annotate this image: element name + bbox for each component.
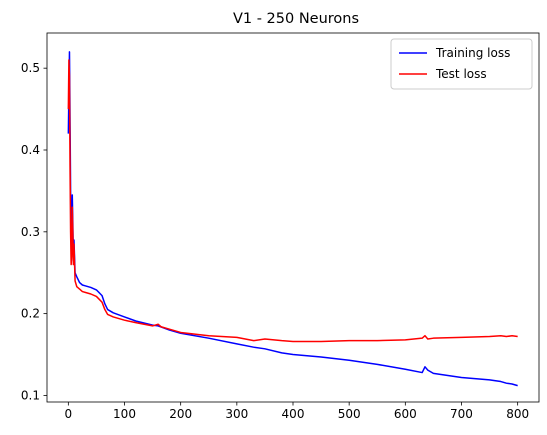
series-lines — [67, 51, 518, 387]
legend-box — [390, 38, 533, 90]
x-tick-label: 800 — [506, 407, 529, 421]
y-tick-label: 0.2 — [21, 307, 40, 321]
legend: Training loss Test loss — [390, 38, 533, 90]
x-tick-label: 300 — [225, 407, 248, 421]
axes: 0 100 200 300 400 500 600 700 800 0.1 0.2 0.3 0.4 0.5 — [21, 32, 540, 421]
x-tick-label: 700 — [450, 407, 473, 421]
legend-label: Test loss — [435, 67, 487, 81]
y-tick-label: 0.5 — [21, 61, 40, 75]
x-tick-label: 600 — [394, 407, 417, 421]
chart-title: V1 - 250 Neurons — [233, 11, 359, 27]
legend-label: Training loss — [435, 46, 510, 60]
x-tick-label: 200 — [169, 407, 192, 421]
y-tick-label: 0.3 — [21, 225, 40, 239]
x-tick-label: 400 — [282, 407, 305, 421]
y-tick-label: 0.4 — [21, 143, 40, 157]
x-tick-label: 0 — [65, 407, 73, 421]
x-tick-label: 500 — [338, 407, 361, 421]
y-tick-label: 0.1 — [21, 388, 40, 402]
series-line-training-loss — [67, 51, 518, 387]
x-tick-label: 100 — [113, 407, 136, 421]
series-line-test-loss — [67, 59, 518, 343]
